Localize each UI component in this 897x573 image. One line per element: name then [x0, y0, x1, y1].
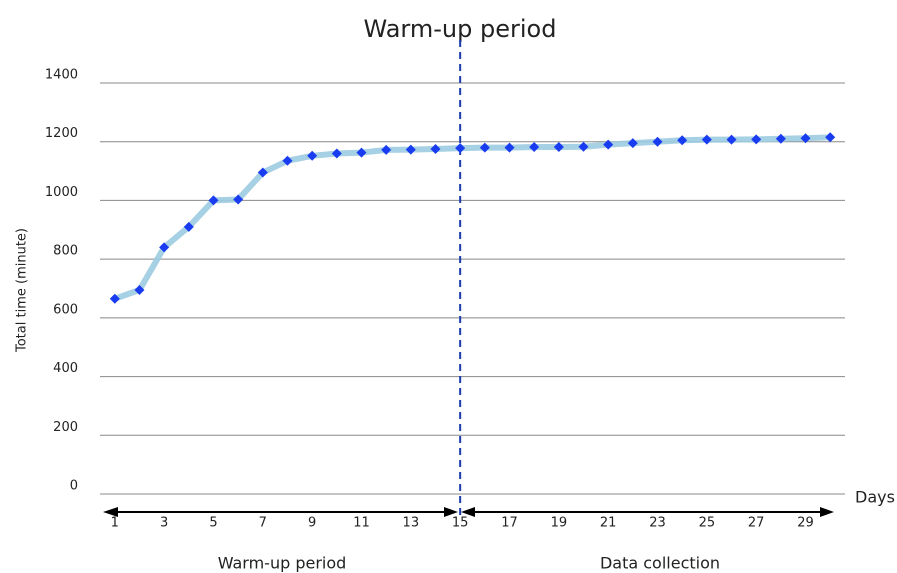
x-tick-label: 3	[160, 516, 168, 531]
x-tick-label: 7	[259, 516, 267, 531]
data-point	[554, 142, 564, 152]
data-point	[356, 148, 366, 158]
y-tick-label: 0	[70, 479, 78, 494]
period-label: Warm-up period	[218, 554, 347, 573]
data-point	[653, 137, 663, 147]
x-tick-label: 5	[209, 516, 217, 531]
x-tick-label: 21	[600, 516, 617, 531]
data-point	[579, 142, 589, 152]
x-tick-label: 27	[748, 516, 765, 531]
x-tick-label: 1	[111, 516, 119, 531]
data-point	[702, 135, 712, 145]
data-point	[332, 148, 342, 158]
y-tick-label: 600	[53, 302, 78, 317]
data-point	[381, 145, 391, 155]
data-point	[406, 145, 416, 155]
x-tick-label: 11	[353, 516, 370, 531]
y-tick-label: 800	[53, 244, 78, 259]
y-axis-label: Total time (minute)	[15, 228, 30, 353]
data-point	[825, 132, 835, 142]
chart: Warm-up period Total time (minute) Days …	[0, 0, 897, 573]
x-tick-label: 19	[551, 516, 568, 531]
y-tick-label: 400	[53, 361, 78, 376]
data-point	[505, 143, 515, 153]
x-axis-label: Days	[855, 488, 895, 507]
x-tick-label: 17	[501, 516, 518, 531]
data-point	[430, 144, 440, 154]
y-tick-label: 200	[53, 420, 78, 435]
y-tick-label: 1400	[45, 68, 78, 83]
data-point	[455, 143, 465, 153]
y-tick-label: 1000	[45, 185, 78, 200]
data-point	[628, 138, 638, 148]
data-point	[727, 135, 737, 145]
data-point	[677, 135, 687, 145]
data-point	[751, 134, 761, 144]
data-point	[480, 143, 490, 153]
period-label: Data collection	[600, 554, 720, 573]
x-tick-label: 29	[797, 516, 814, 531]
x-tick-label: 23	[649, 516, 666, 531]
x-tick-label: 25	[699, 516, 716, 531]
data-line	[115, 137, 830, 298]
y-tick-label: 1200	[45, 126, 78, 141]
data-point	[603, 140, 613, 150]
x-tick-label: 9	[308, 516, 316, 531]
data-point	[776, 134, 786, 144]
chart-title: Warm-up period	[364, 15, 557, 43]
x-tick-label: 15	[452, 516, 469, 531]
data-point	[529, 142, 539, 152]
x-tick-label: 13	[403, 516, 420, 531]
